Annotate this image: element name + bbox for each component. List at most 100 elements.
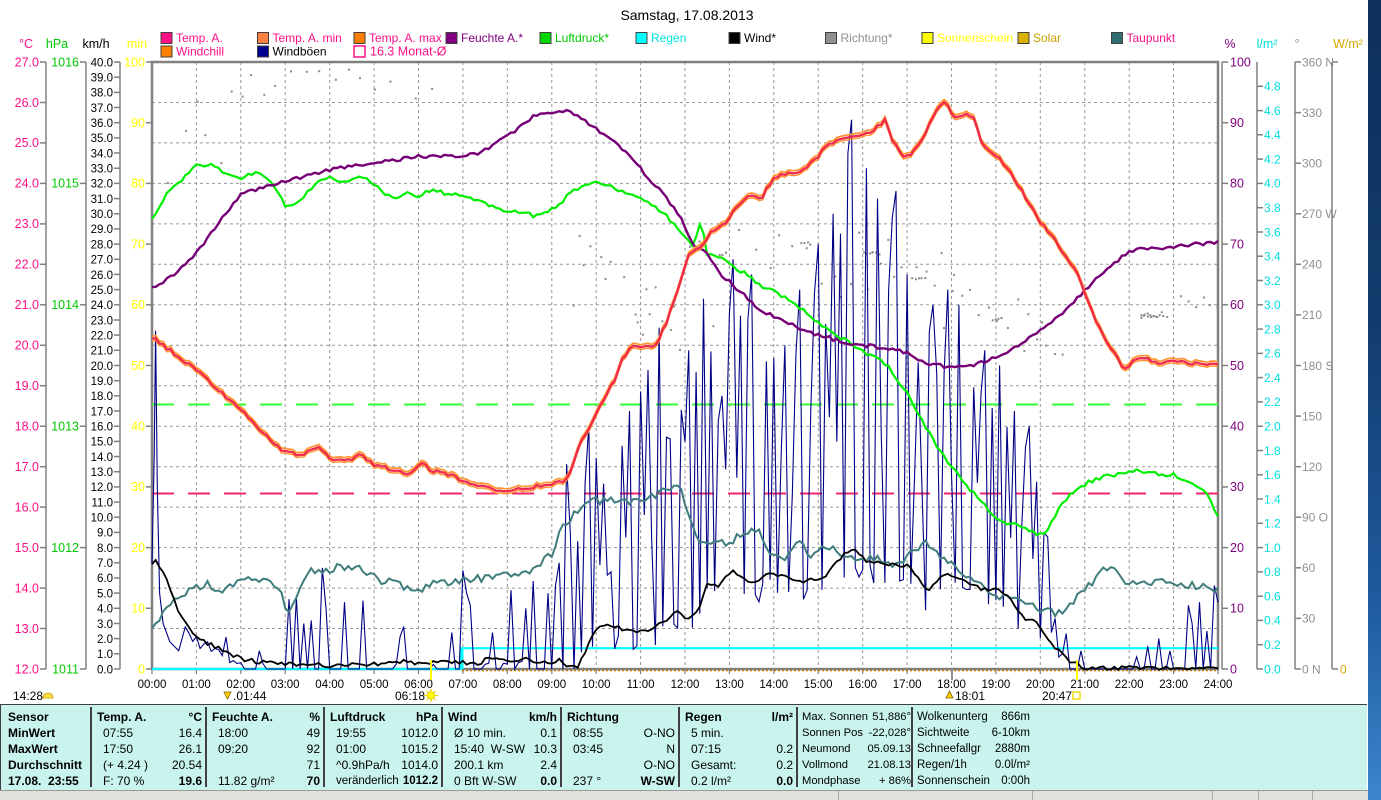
- svg-text:3.4: 3.4: [1264, 250, 1281, 264]
- svg-text:0.0: 0.0: [1264, 662, 1281, 676]
- svg-text:29.0: 29.0: [91, 224, 113, 236]
- svg-text:0: 0: [1340, 662, 1347, 676]
- svg-text:20:47: 20:47: [1042, 689, 1072, 703]
- svg-text:04:00: 04:00: [315, 679, 344, 691]
- svg-text:17.0: 17.0: [15, 460, 39, 474]
- svg-text:1.6: 1.6: [1264, 468, 1281, 482]
- svg-text:240: 240: [1302, 258, 1322, 272]
- svg-text:39.0: 39.0: [91, 73, 113, 85]
- svg-text:16.0: 16.0: [15, 500, 39, 514]
- svg-text:38.0: 38.0: [91, 88, 113, 100]
- svg-text:W/m²: W/m²: [1333, 37, 1363, 51]
- svg-text:1016: 1016: [51, 55, 79, 69]
- svg-text:21.0: 21.0: [91, 346, 113, 358]
- svg-text:11.0: 11.0: [91, 497, 113, 509]
- svg-text:2.0: 2.0: [97, 634, 113, 646]
- svg-text:Feuchte A.*: Feuchte A.*: [461, 31, 523, 45]
- svg-text:2.4: 2.4: [1264, 371, 1281, 385]
- svg-text:3.0: 3.0: [1264, 298, 1281, 312]
- svg-text:10: 10: [1230, 602, 1244, 616]
- svg-text:16.3 Monat-Ø: 16.3 Monat-Ø: [370, 45, 447, 59]
- svg-text:07:00: 07:00: [449, 679, 478, 691]
- svg-text:2.6: 2.6: [1264, 347, 1281, 361]
- svg-text:34.0: 34.0: [91, 148, 113, 160]
- svg-text:60: 60: [1230, 298, 1244, 312]
- svg-text:23:00: 23:00: [1159, 679, 1188, 691]
- svg-text:33.0: 33.0: [91, 164, 113, 176]
- svg-text:3.6: 3.6: [1264, 225, 1281, 239]
- svg-text:210: 210: [1302, 308, 1322, 322]
- svg-text:25.0: 25.0: [15, 136, 39, 150]
- svg-text:16.0: 16.0: [91, 422, 113, 434]
- svg-text:2.2: 2.2: [1264, 395, 1281, 409]
- svg-text:14.0: 14.0: [15, 581, 39, 595]
- svg-text:0.2: 0.2: [1264, 638, 1281, 652]
- svg-text:Temp. A.: Temp. A.: [176, 31, 223, 45]
- svg-text:80: 80: [1230, 177, 1244, 191]
- svg-text:18:00: 18:00: [937, 679, 966, 691]
- svg-text:22.0: 22.0: [15, 258, 39, 272]
- svg-text:13.0: 13.0: [15, 622, 39, 636]
- svg-text:300: 300: [1302, 157, 1322, 171]
- svg-text:30: 30: [1230, 480, 1244, 494]
- svg-text:60: 60: [131, 298, 145, 312]
- svg-text:10.0: 10.0: [91, 513, 113, 525]
- svg-text:Luftdruck*: Luftdruck*: [555, 31, 609, 45]
- svg-text:37.0: 37.0: [91, 103, 113, 115]
- svg-text:05:00: 05:00: [360, 679, 389, 691]
- svg-text:0.8: 0.8: [1264, 565, 1281, 579]
- svg-text:20: 20: [1230, 541, 1244, 555]
- svg-text:21:00: 21:00: [1070, 679, 1099, 691]
- svg-text:1.4: 1.4: [1264, 492, 1281, 506]
- svg-text:150: 150: [1302, 409, 1322, 423]
- svg-text:23.0: 23.0: [15, 217, 39, 231]
- svg-text:70: 70: [1230, 237, 1244, 251]
- svg-text:Sonnenschein: Sonnenschein: [937, 31, 1013, 45]
- svg-text:2.0: 2.0: [1264, 420, 1281, 434]
- svg-text:4.8: 4.8: [1264, 80, 1281, 94]
- svg-text:360 N: 360 N: [1302, 55, 1334, 69]
- svg-text:1.8: 1.8: [1264, 444, 1281, 458]
- svg-text:08:00: 08:00: [493, 679, 522, 691]
- svg-text:14.0: 14.0: [91, 452, 113, 464]
- svg-text:12.0: 12.0: [15, 662, 39, 676]
- svg-text:1.0: 1.0: [97, 649, 113, 661]
- svg-text:10: 10: [131, 602, 145, 616]
- svg-text:28.0: 28.0: [91, 239, 113, 251]
- svg-text:°: °: [1295, 37, 1300, 51]
- svg-text:06:18: 06:18: [395, 689, 425, 703]
- svg-text:30: 30: [131, 480, 145, 494]
- svg-text:Windböen: Windböen: [273, 45, 327, 59]
- svg-text:20: 20: [131, 541, 145, 555]
- svg-text:4.0: 4.0: [1264, 177, 1281, 191]
- svg-text:26.0: 26.0: [91, 270, 113, 282]
- svg-text:4.2: 4.2: [1264, 152, 1281, 166]
- svg-text:90 O: 90 O: [1302, 511, 1328, 525]
- svg-text:4.0: 4.0: [97, 604, 113, 616]
- svg-text:7.0: 7.0: [97, 558, 113, 570]
- svg-text:1.2: 1.2: [1264, 517, 1281, 531]
- svg-text:24:00: 24:00: [1204, 679, 1233, 691]
- svg-text:30: 30: [1302, 612, 1316, 626]
- svg-text:km/h: km/h: [82, 37, 109, 51]
- svg-text:22.0: 22.0: [91, 330, 113, 342]
- svg-text:min: min: [127, 37, 147, 51]
- svg-text:12:00: 12:00: [671, 679, 700, 691]
- svg-text:%: %: [1224, 37, 1235, 51]
- svg-text:02:00: 02:00: [226, 679, 255, 691]
- svg-text:0: 0: [1230, 662, 1237, 676]
- svg-text:0: 0: [138, 662, 145, 676]
- svg-text:9.0: 9.0: [97, 528, 113, 540]
- svg-text:14:28: 14:28: [13, 689, 43, 703]
- svg-text:Temp. A. min: Temp. A. min: [273, 31, 342, 45]
- svg-text:Temp. A. max: Temp. A. max: [369, 31, 442, 45]
- svg-text:60: 60: [1302, 561, 1316, 575]
- svg-text:32.0: 32.0: [91, 179, 113, 191]
- svg-text:1012: 1012: [51, 541, 79, 555]
- svg-text:180 S: 180 S: [1302, 359, 1333, 373]
- svg-text:hPa: hPa: [46, 37, 68, 51]
- svg-text:24.0: 24.0: [91, 300, 113, 312]
- svg-text:17.0: 17.0: [91, 406, 113, 418]
- svg-text:17:00: 17:00: [893, 679, 922, 691]
- svg-text:330: 330: [1302, 106, 1322, 120]
